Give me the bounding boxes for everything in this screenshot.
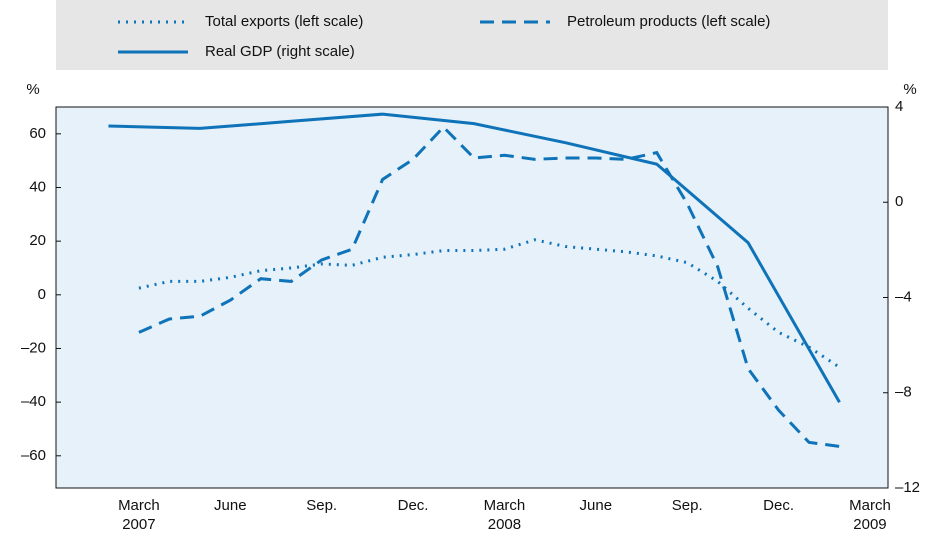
x-tick-label: Dec. xyxy=(397,497,429,514)
x-tick-label: March 2008 xyxy=(483,497,526,533)
y2-tick-label: –12 xyxy=(895,479,920,496)
x-tick-label: June xyxy=(214,497,247,514)
y-tick-label: 60 xyxy=(29,125,46,142)
y-tick-label: –40 xyxy=(21,393,46,410)
y-axis-label: % xyxy=(26,81,39,98)
y2-tick-label: 4 xyxy=(895,98,903,115)
y2-tick-label: –8 xyxy=(895,384,912,401)
y-tick-label: –60 xyxy=(21,447,46,464)
legend-label: Total exports (left scale) xyxy=(205,13,363,30)
legend-label: Real GDP (right scale) xyxy=(205,43,355,60)
x-tick-label: June xyxy=(579,497,613,514)
series-line xyxy=(108,112,841,404)
legend-box xyxy=(56,0,888,70)
y2-axis-label: % xyxy=(903,81,916,98)
legend-label: Petroleum products (left scale) xyxy=(567,13,770,30)
y-tick-label: 0 xyxy=(38,286,46,303)
x-tick-label: Sep. xyxy=(306,497,338,514)
y-tick-label: 40 xyxy=(29,178,46,195)
series-line xyxy=(138,238,841,369)
y-tick-label: 20 xyxy=(29,232,46,249)
plot-area xyxy=(55,106,889,489)
y2-tick-label: –4 xyxy=(895,288,912,305)
series-line xyxy=(138,124,840,448)
x-tick-label: Dec. xyxy=(763,497,794,514)
y2-tick-label: 0 xyxy=(895,193,903,210)
y-tick-label: –20 xyxy=(21,339,46,356)
x-tick-label: Sep. xyxy=(671,497,703,514)
x-tick-label: March 2009 xyxy=(849,497,891,533)
x-tick-label: March 2007 xyxy=(118,497,160,533)
